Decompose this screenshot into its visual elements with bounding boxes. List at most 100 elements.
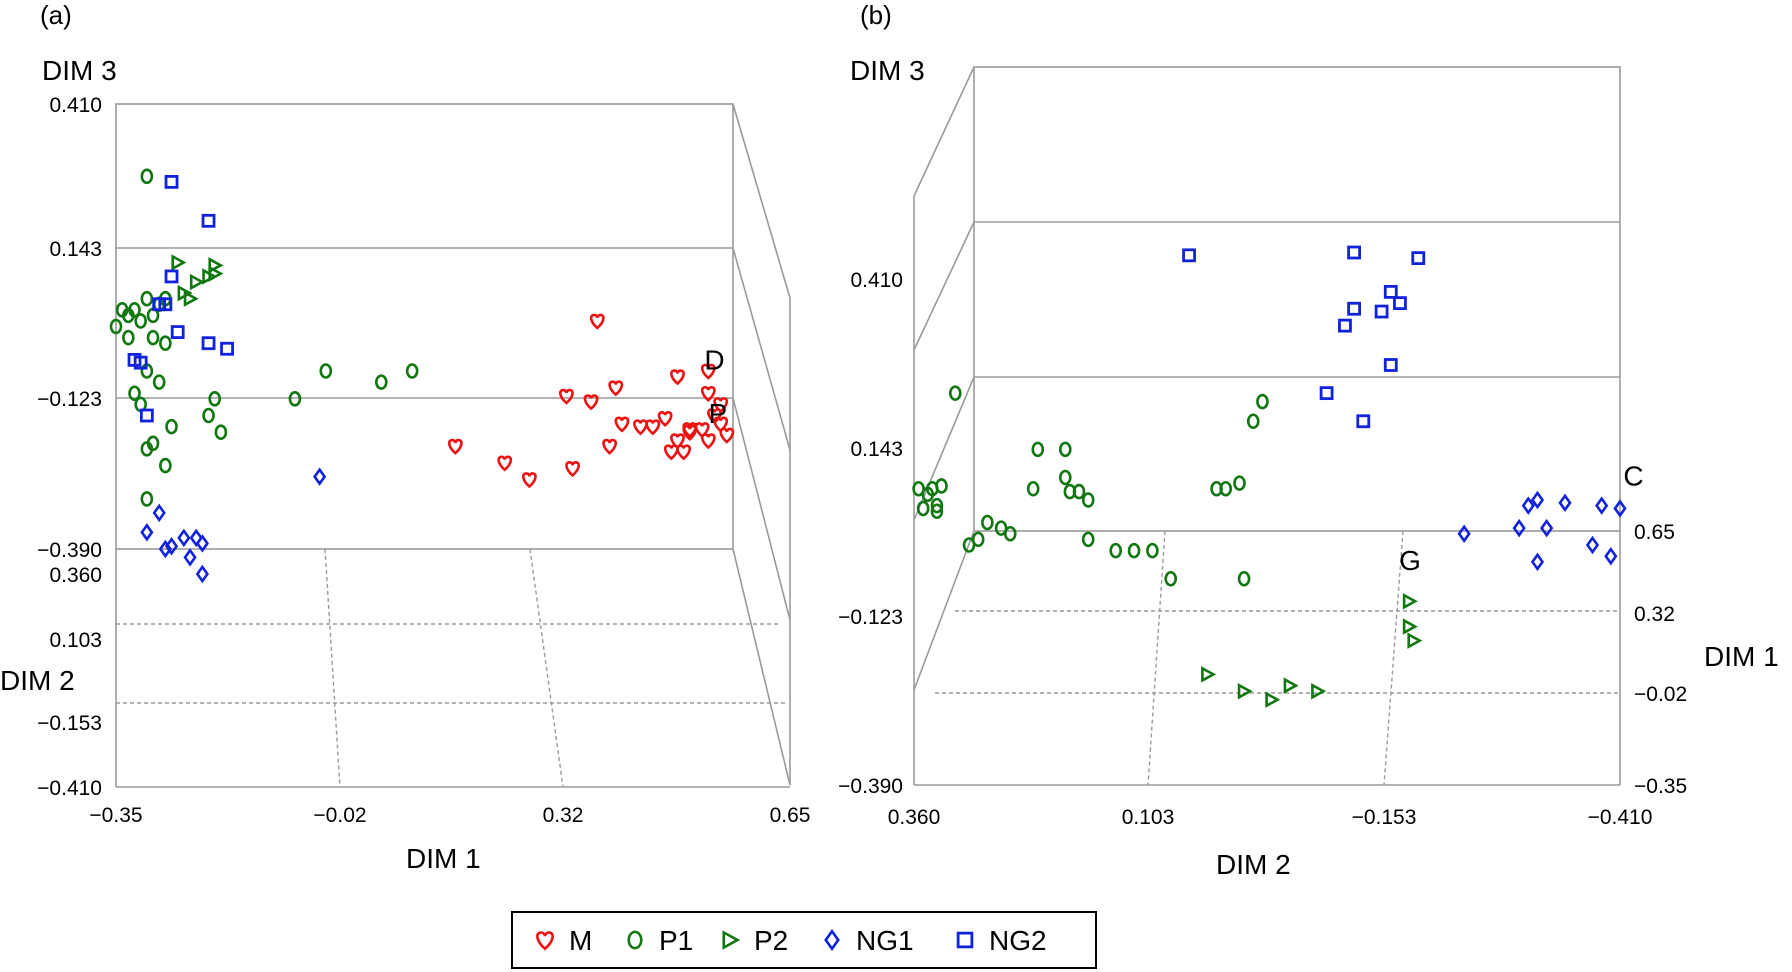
panel-b-point-p1 [1127,542,1141,559]
panel-a-points [109,168,735,584]
panel-b-point-p1 [1246,413,1260,430]
legend-items: M P1 P2 NG1 NG2 [536,925,1047,956]
panel-a-point-ng1 [189,528,203,548]
panel-a-point-m [670,369,685,386]
panel-b-z-tick: 0.65 [1634,521,1675,544]
panel-a-point-ng2 [201,213,216,228]
panel-b-point-ng2 [1383,284,1398,299]
panel-b-point-p1 [1003,525,1017,542]
panel-b-point-ng2 [1383,358,1398,372]
panel-b-point-p1 [1031,441,1045,458]
panel-a-point-p2 [189,273,205,291]
panel-a-y-tick: −0.123 [37,388,102,411]
panel-a-point-m [633,419,648,436]
panel-a-zlabel: DIM 2 [0,665,75,696]
panel-a-x-tick: −0.35 [89,804,142,827]
panel-b-point-p2 [1402,593,1418,610]
panel-b-y-tick: 0.410 [850,269,903,292]
legend-box [511,911,1097,969]
panel-a-point-m [719,427,735,444]
panel-a-annotations: DP [704,344,727,429]
panel-a-y-tick: 0.410 [49,94,102,117]
panel-a-point-ng2 [170,325,185,339]
panel-b-point-p1 [930,503,944,520]
panel-b-x-tick: 0.360 [888,806,941,829]
panel-a-point-m [713,397,729,414]
panel-a-point-ng1 [152,503,166,523]
panel-a-annotation: D [704,344,724,375]
panel-a-point-ng1 [195,564,209,584]
panel-b-point-ng2 [1347,245,1362,260]
panel-b-point-ng2 [1393,296,1407,311]
panel-a-point-ng2 [133,355,148,370]
panel-b-zlabel: DIM 1 [1704,641,1779,672]
panel-a-point-m [700,363,716,380]
panel-a-point-ng1 [158,539,172,559]
panel-a-point-m [608,380,624,397]
legend-label: P2 [754,925,788,956]
panel-a-point-ng1 [313,467,327,486]
panel-b-point-p2 [1407,632,1423,649]
panel-b-point-p1 [962,537,976,553]
panel-a-point-p1 [128,385,141,402]
panel-b-point-p1 [1063,483,1077,500]
panel-a-point-ng2 [164,174,179,189]
panel-a-point-p1 [140,168,154,185]
panel-b-point-p1 [948,385,962,401]
panel-b: (b) DIM 3 DIM 1 DIM 2 0.410 0.143 −0.123… [838,0,1779,880]
legend: M P1 P2 NG1 NG2 [511,911,1097,969]
panel-a-point-ng1 [183,548,197,567]
panel-a-z-tick: −0.153 [37,712,102,735]
panel-a-point-m [663,444,679,461]
panel-b-point-ng1 [1530,552,1545,572]
panel-a-point-ng1 [177,528,191,548]
panel-a-side [732,103,791,299]
panel-b-point-ng1 [1558,493,1572,513]
panel-b-point-ng2 [1411,251,1426,266]
panel-a-z-tick: 0.103 [49,629,102,652]
panel-a-x-tick: 0.65 [770,804,811,827]
legend-heart-marker [536,931,554,951]
panel-b-point-p1 [930,497,944,514]
panel-a-point-p1 [140,491,154,507]
panel-a-point-m [694,422,710,439]
panel-a-side [732,548,791,786]
panel-b-point-p1 [1081,531,1095,548]
panel-b-point-ng1 [1521,496,1535,515]
panel-a-point-m [700,385,716,402]
panel-a-point-p1 [165,418,178,435]
panel-a-point-ng1 [195,534,209,553]
panel-a-point-p2 [183,290,199,307]
panel-b-point-p2 [1265,691,1281,708]
panel-a-y-tick: 0.143 [49,238,102,261]
panel-b-point-p1 [981,514,994,531]
panel-a-point-m [559,388,574,405]
panel-a-point-m [676,444,692,461]
panel-b-point-p1 [1233,475,1246,491]
panel-b-point-ng1 [1585,535,1600,555]
panel-a-point-p1 [288,391,302,407]
panel-a-point-ng2 [164,269,179,284]
panel-b-y-tick: −0.123 [838,606,903,629]
panel-b-y-tick: 0.143 [850,438,903,461]
panel-b-point-p2 [1311,683,1327,700]
panel-a-point-ng2 [201,336,216,351]
panel-b-point-ng1 [1457,524,1471,543]
legend-label: NG2 [989,925,1047,956]
panel-a-point-ng2 [158,297,173,312]
panel-a-back-frame [115,103,734,550]
panel-b-z-tick: −0.35 [1634,775,1687,798]
panel-a-point-m [700,433,716,450]
panel-b-point-ng1 [1540,518,1554,538]
panel-a-x-tick: −0.02 [313,804,366,827]
panel-a-point-ng2 [139,408,154,423]
panel-a-point-m [447,438,463,455]
panel-a-point-ng1 [140,523,154,542]
panel-b-side [913,530,975,691]
panel-a-point-m [657,410,673,427]
panel-b-point-p1 [1146,542,1159,559]
legend-square-marker [956,931,974,949]
panel-b-point-p1 [1256,393,1269,410]
panel-a-point-p1 [214,424,228,440]
panel-b-point-ng1 [1530,490,1545,510]
